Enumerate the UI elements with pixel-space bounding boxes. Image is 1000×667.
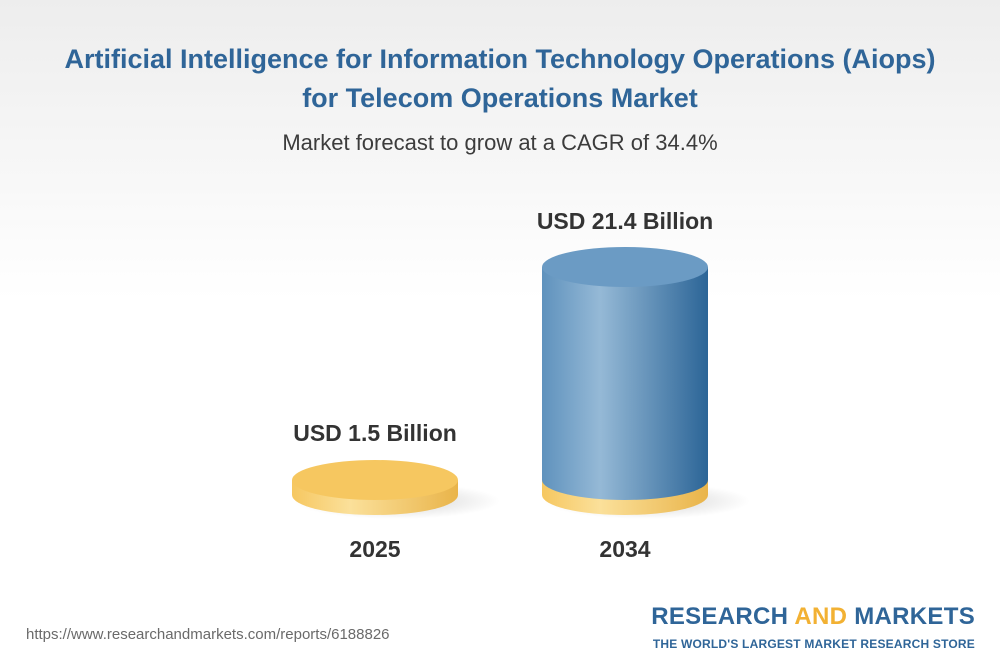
brand-name-part-3: MARKETS <box>847 603 975 630</box>
chart-title-line-1: Artificial Intelligence for Information … <box>64 44 936 74</box>
brand-name-accent: AND <box>794 603 848 630</box>
value-label-2025: USD 1.5 Billion <box>293 420 457 446</box>
brand-name: RESEARCH AND MARKETS <box>651 603 975 631</box>
brand-tagline: THE WORLD'S LARGEST MARKET RESEARCH STOR… <box>652 637 975 651</box>
category-label-2034: 2034 <box>599 536 650 562</box>
chart-title: Artificial Intelligence for Information … <box>0 40 1000 118</box>
source-url: https://www.researchandmarkets.com/repor… <box>26 626 390 643</box>
category-label-2025: 2025 <box>349 536 400 562</box>
cylinder-bar-2025 <box>292 460 500 519</box>
chart-title-line-2: for Telecom Operations Market <box>302 83 698 113</box>
brand-name-part-1: RESEARCH <box>651 603 795 630</box>
cylinder-bar-2034 <box>542 247 750 519</box>
chart-subtitle: Market forecast to grow at a CAGR of 34.… <box>282 130 718 155</box>
value-label-2034: USD 21.4 Billion <box>537 208 713 234</box>
brand-logo: RESEARCH AND MARKETS THE WORLD'S LARGEST… <box>651 603 975 651</box>
